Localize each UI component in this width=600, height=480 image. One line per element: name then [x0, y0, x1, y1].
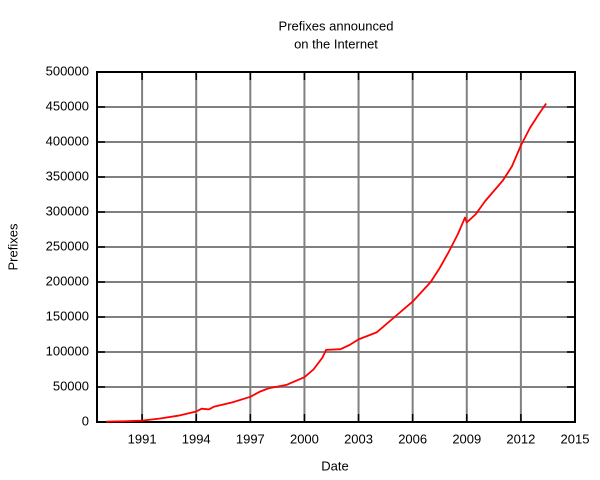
chart-title: Prefixes announced: [279, 18, 394, 33]
y-tick-label: 500000: [46, 63, 89, 78]
x-tick-label: 1994: [182, 431, 211, 446]
y-axis-label: Prefixes: [5, 223, 20, 270]
data-line: [106, 102, 547, 423]
plot-frame: [96, 71, 576, 423]
y-tick-label: 100000: [46, 343, 89, 358]
x-tick-label: 2003: [344, 431, 373, 446]
y-tick-label: 50000: [53, 378, 89, 393]
y-tick-label: 150000: [46, 308, 89, 323]
y-tick-label: 250000: [46, 238, 89, 253]
y-tick-label: 300000: [46, 203, 89, 218]
y-tick-label: 0: [82, 413, 89, 428]
x-tick-label: 2006: [398, 431, 427, 446]
x-tick-label: 2015: [561, 431, 590, 446]
y-tick-label: 350000: [46, 168, 89, 183]
x-tick-label: 2009: [452, 431, 481, 446]
y-tick-label: 400000: [46, 133, 89, 148]
x-tick-label: 2000: [290, 431, 319, 446]
x-tick-label: 1991: [128, 431, 157, 446]
y-tick-label: 200000: [46, 273, 89, 288]
chart-title: on the Internet: [294, 36, 378, 51]
x-tick-label: 2012: [506, 431, 535, 446]
y-tick-label: 450000: [46, 98, 89, 113]
x-axis-label: Date: [321, 458, 348, 473]
x-tick-label: 1997: [236, 431, 265, 446]
